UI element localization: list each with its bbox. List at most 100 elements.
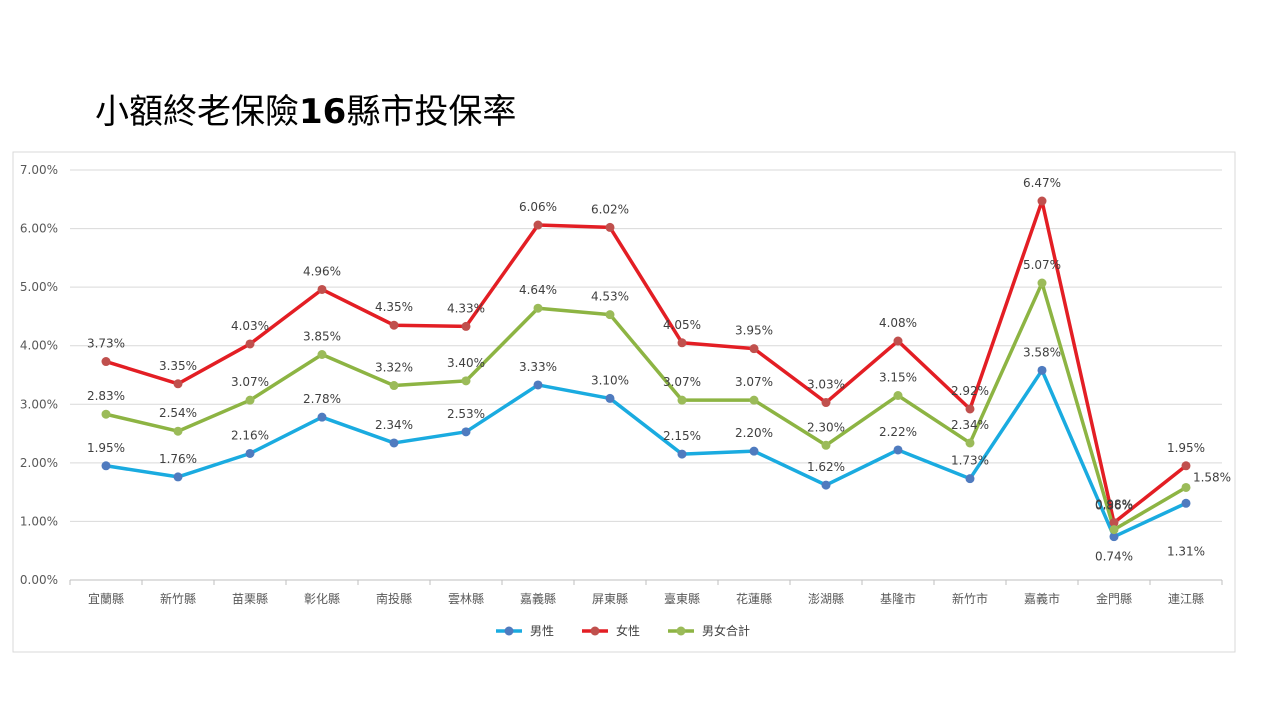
data-point	[173, 379, 183, 389]
data-label: 1.95%	[87, 441, 125, 455]
data-point	[389, 438, 399, 448]
data-point	[749, 446, 759, 456]
data-label: 3.35%	[159, 359, 197, 373]
data-label: 3.03%	[807, 378, 845, 392]
x-tick-label: 苗栗縣	[232, 592, 268, 606]
data-point	[749, 344, 759, 354]
data-point	[245, 448, 255, 458]
data-label: 4.96%	[303, 264, 341, 278]
x-tick-label: 基隆市	[880, 591, 916, 606]
data-point	[605, 222, 615, 232]
data-point	[1037, 365, 1047, 375]
data-point	[1109, 532, 1119, 542]
title-bold: 16	[299, 92, 347, 132]
data-point	[1037, 196, 1047, 206]
legend-marker	[504, 626, 514, 636]
data-point	[1037, 278, 1047, 288]
data-label: 1.31%	[1167, 544, 1205, 558]
data-point	[677, 338, 687, 348]
data-point	[173, 472, 183, 482]
y-tick-label: 0.00%	[20, 573, 58, 587]
y-axis: 0.00% 1.00% 2.00% 3.00% 4.00% 5.00% 6.00% 7.00%	[20, 163, 58, 587]
data-label: 3.40%	[447, 356, 485, 370]
series-line-1	[105, 199, 1188, 525]
data-label: 6.02%	[591, 202, 629, 216]
data-point	[965, 438, 975, 448]
data-label: 3.10%	[591, 373, 629, 387]
data-label: 2.22%	[879, 425, 917, 439]
data-label: 3.73%	[87, 337, 125, 351]
data-label: 2.53%	[447, 407, 485, 421]
data-label: 1.58%	[1193, 470, 1231, 484]
data-point	[965, 474, 975, 484]
x-tick-label: 新竹縣	[160, 591, 196, 606]
data-label: 0.98%	[1095, 498, 1133, 512]
data-label: 2.30%	[807, 420, 845, 434]
data-label: 4.05%	[663, 318, 701, 332]
y-tick-label: 4.00%	[20, 339, 58, 353]
data-label: 0.86%	[1095, 499, 1133, 513]
x-tick-label: 新竹市	[952, 591, 988, 606]
title-prefix: 小額終老保險	[95, 92, 299, 132]
y-tick-label: 6.00%	[20, 222, 58, 236]
series-line-0	[105, 368, 1187, 539]
data-point	[317, 412, 327, 422]
data-point	[389, 320, 399, 330]
data-point	[461, 376, 471, 386]
data-point	[317, 350, 327, 359]
data-point	[1181, 482, 1191, 492]
data-point	[245, 395, 255, 405]
data-label: 3.15%	[879, 371, 917, 385]
series-line-2	[105, 281, 1187, 532]
slide-title: 小額終老保險16縣市投保率	[95, 84, 516, 133]
data-label: 3.32%	[375, 361, 413, 375]
y-tick-label: 7.00%	[20, 163, 58, 177]
y-tick-label: 1.00%	[20, 514, 58, 528]
legend: 男性 女性 男女合計	[496, 623, 750, 638]
legend-label: 男女合計	[702, 623, 750, 638]
data-label: 4.33%	[447, 301, 485, 315]
data-label: 4.64%	[519, 283, 557, 297]
y-tick-label: 2.00%	[20, 456, 58, 470]
data-label: 3.07%	[663, 375, 701, 389]
data-label: 3.85%	[303, 330, 341, 344]
data-labels: 1.95% 1.76% 2.16% 2.78% 2.34% 2.53% 3.33% 3.10%…	[87, 176, 1231, 564]
data-point	[245, 339, 255, 349]
x-tick-label: 嘉義縣	[520, 591, 556, 606]
data-label: 2.20%	[735, 426, 773, 440]
data-label: 3.07%	[735, 375, 773, 389]
data-point	[461, 321, 471, 331]
data-point	[533, 380, 543, 390]
data-point	[821, 440, 831, 450]
data-point	[677, 449, 687, 459]
data-point	[101, 409, 111, 419]
x-tick-label: 連江縣	[1168, 592, 1204, 606]
title-suffix: 縣市投保率	[346, 92, 517, 132]
x-tick-label: 金門縣	[1096, 591, 1132, 606]
data-label: 1.62%	[807, 460, 845, 474]
data-label: 2.34%	[375, 418, 413, 432]
x-axis: 宜蘭縣 新竹縣 苗栗縣 彰化縣 南投縣 雲林縣 嘉義縣 屏東縣 臺東縣 花蓮縣 澎湖縣 基隆市 新竹市 嘉…	[69, 580, 1223, 606]
gridlines	[70, 169, 1222, 581]
data-point	[605, 310, 615, 320]
series-group	[101, 196, 1191, 542]
data-point	[749, 395, 759, 405]
legend-label: 男性	[530, 624, 554, 638]
data-label: 6.47%	[1023, 176, 1061, 190]
data-point	[1181, 461, 1191, 471]
data-point	[101, 461, 111, 471]
data-point	[101, 357, 111, 367]
data-label: 4.53%	[591, 290, 629, 304]
data-point	[1109, 518, 1119, 528]
data-label: 1.95%	[1167, 441, 1205, 455]
x-tick-label: 澎湖縣	[808, 591, 844, 606]
data-label: 5.07%	[1023, 258, 1061, 272]
data-point	[317, 284, 327, 294]
data-point	[605, 393, 615, 403]
data-label: 2.92%	[951, 384, 989, 398]
data-point	[965, 404, 975, 414]
data-point	[893, 445, 903, 455]
data-point	[893, 391, 903, 400]
y-tick-label: 3.00%	[20, 397, 58, 411]
